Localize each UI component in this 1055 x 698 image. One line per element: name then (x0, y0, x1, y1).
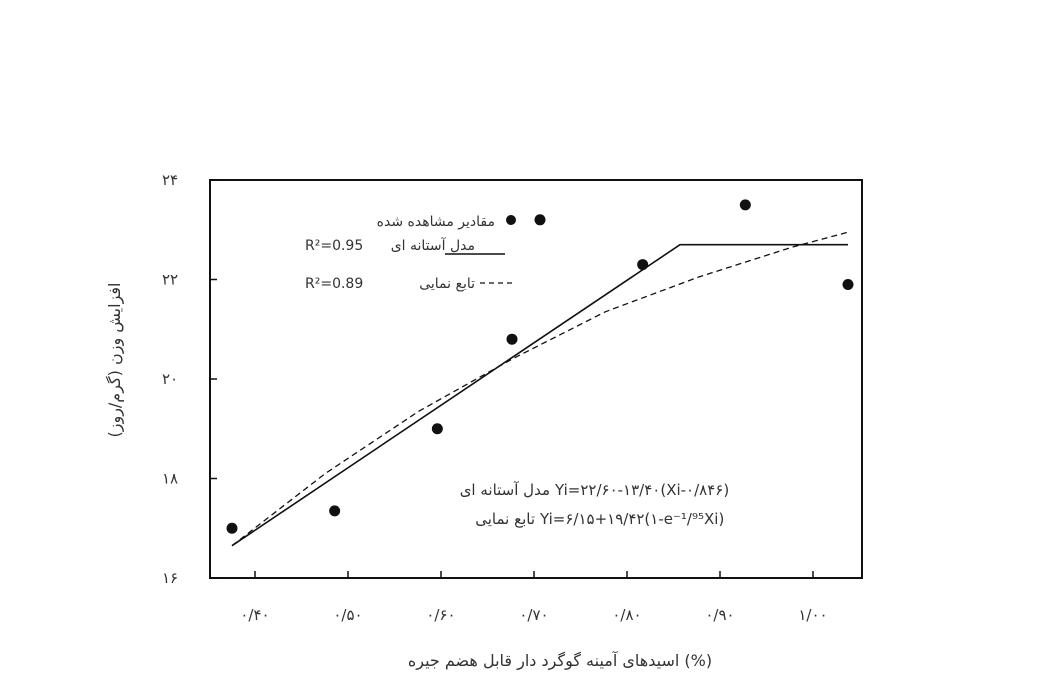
y-tick-label: ۱۶ (162, 569, 178, 587)
data-point (506, 333, 518, 345)
legend: مقادیر مشاهده شده مدل آستانه ای R²=0.95 … (305, 214, 516, 292)
equation-threshold-label: مدل آستانه ای (460, 481, 550, 499)
x-tick-label: ۰/۸۰ (612, 606, 641, 624)
observed-points (226, 199, 854, 534)
x-axis-ticks: ۰/۴۰ ۰/۵۰ ۰/۶۰ ۰/۷۰ ۰/۸۰ ۰/۹۰ ۱/۰۰ (240, 571, 828, 624)
legend-label-threshold: مدل آستانه ای (391, 237, 475, 254)
legend-label-observed: مقادیر مشاهده شده (377, 214, 495, 230)
y-tick-label: ۱۸ (162, 470, 178, 488)
y-axis-label: افزایش وزن (گرم/روز) (105, 283, 125, 438)
equation-exponential-formula: Yi=۶/۱۵+۱۹/۴۲(۱-e⁻¹/⁹⁵Xi) (539, 510, 724, 528)
legend-r2-exponential: R²=0.89 (305, 276, 363, 292)
x-tick-label: ۰/۹۰ (705, 606, 734, 624)
y-axis-ticks: ۱۶ ۱۸ ۲۰ ۲۲ ۲۴ (162, 171, 217, 587)
y-tick-label: ۲۰ (162, 370, 178, 388)
data-point (226, 522, 238, 534)
data-point (534, 214, 546, 226)
x-tick-label: ۰/۷۰ (519, 606, 548, 624)
equations: Yi=۲۲/۶۰-۱۳/۴۰(Xi-۰/۸۴۶) مدل آستانه ای Y… (460, 481, 730, 528)
x-tick-label: ۱/۰۰ (798, 606, 827, 624)
equation-threshold-formula: Yi=۲۲/۶۰-۱۳/۴۰(Xi-۰/۸۴۶) (554, 481, 729, 499)
y-tick-label: ۲۲ (162, 271, 178, 289)
equation-exponential-label: تابع نمایی (475, 510, 535, 528)
x-axis-label: اسیدهای آمینه گوگرد دار قابل هضم جیره (%… (408, 651, 712, 671)
legend-label-exponential: تابع نمایی (419, 276, 475, 292)
data-point (739, 199, 751, 211)
data-point (431, 423, 443, 435)
exponential-curve (231, 231, 849, 547)
data-point (842, 278, 854, 290)
x-tick-label: ۰/۶۰ (426, 606, 455, 624)
threshold-line (231, 243, 848, 547)
data-point (637, 259, 649, 271)
legend-r2-threshold: R²=0.95 (305, 238, 363, 254)
legend-marker-observed (506, 215, 516, 225)
y-tick-label: ۲۴ (162, 171, 178, 189)
x-tick-label: ۰/۵۰ (333, 606, 362, 624)
data-point (329, 505, 341, 517)
fit-lines (231, 231, 849, 547)
x-tick-label: ۰/۴۰ (240, 606, 269, 624)
